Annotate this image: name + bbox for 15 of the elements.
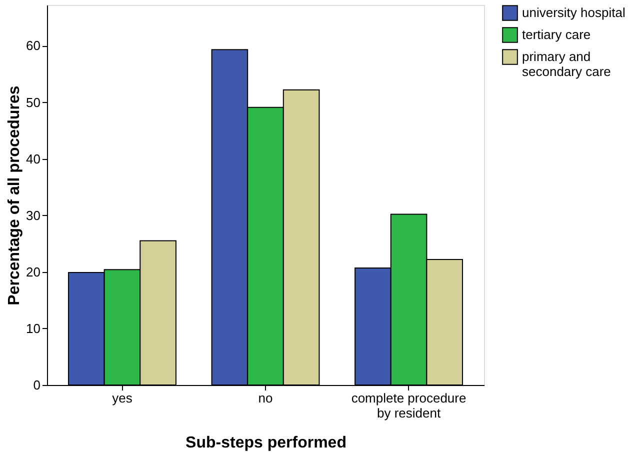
y-tick-label: 30 <box>26 208 40 223</box>
y-tick-label: 60 <box>26 38 40 54</box>
x-tick-label: no <box>258 390 273 406</box>
y-tick-label: 0 <box>33 378 40 392</box>
y-tick-label: 20 <box>26 264 40 280</box>
x-tick-label: yes <box>112 390 133 406</box>
x-axis-title: Sub-steps performed <box>186 434 346 452</box>
y-tick-label: 40 <box>26 151 40 166</box>
y-axis-title: Percentage of all procedures <box>6 86 24 306</box>
y-tick-label: 50 <box>26 94 40 110</box>
legend-label: primary and secondary care <box>522 49 611 79</box>
legend-label: tertiary care <box>522 27 591 42</box>
y-tick-label: 10 <box>26 320 40 336</box>
legend-label: university hospital <box>522 5 626 20</box>
x-tick-label: complete procedure by resident <box>351 390 466 420</box>
